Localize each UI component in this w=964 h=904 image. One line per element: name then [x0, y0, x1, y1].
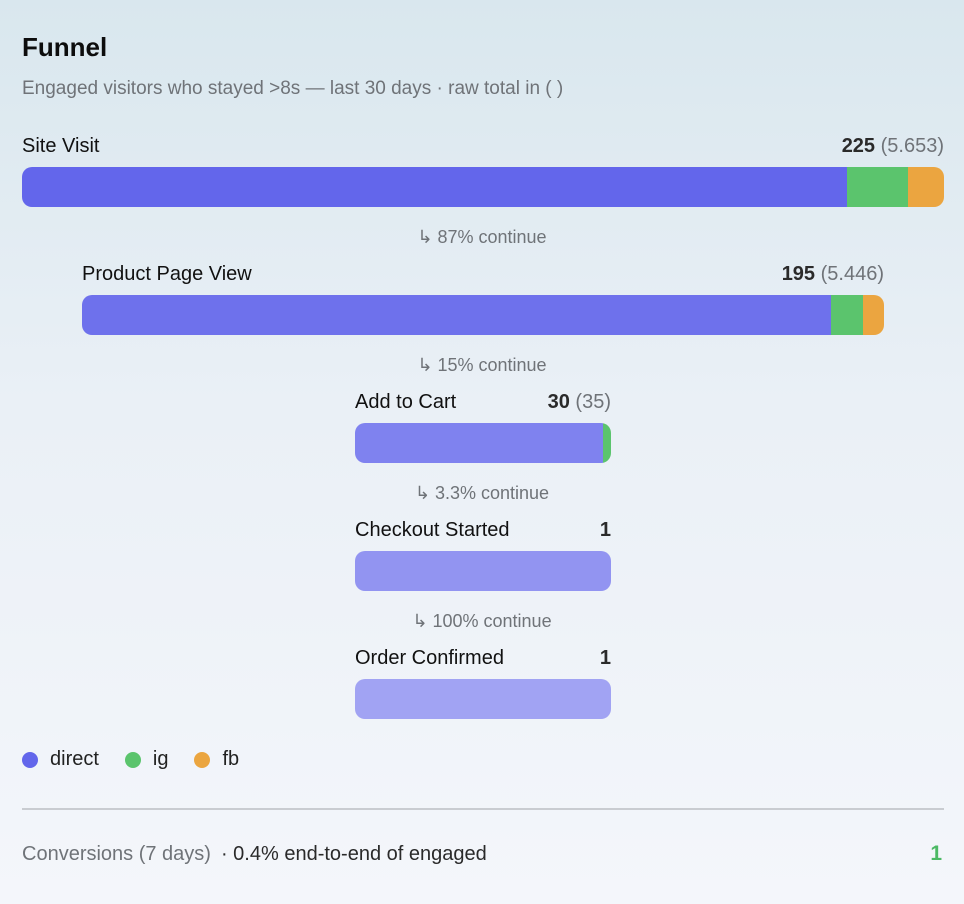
legend-dot-direct: [22, 751, 38, 768]
stage-value-number: 225: [841, 135, 876, 157]
stage-value: 225 (5.653): [842, 135, 944, 158]
stage-value-number: 1: [599, 519, 611, 541]
stage-bar: [355, 551, 611, 591]
bar-segment-fb: [863, 295, 884, 335]
footer-summary: Conversions (7 days) · 0.4% end-to-end of…: [22, 843, 487, 866]
legend-label-direct: direct: [50, 748, 99, 770]
footer-label: Conversions (7 days): [22, 843, 211, 865]
bar-segment-direct: [355, 551, 611, 591]
stage-raw-total: (5.446): [815, 263, 884, 285]
funnel-stage: Add to Cart 30 (35): [355, 391, 611, 463]
stage-label: Product Page View: [82, 263, 252, 285]
stage-value-number: 30: [547, 391, 570, 413]
funnel-stage: Site Visit 225 (5.653): [22, 135, 944, 207]
legend: direct ig fb: [22, 748, 265, 771]
stage-value-number: 195: [781, 263, 816, 285]
bar-segment-fb: [908, 167, 944, 207]
bar-segment-ig: [831, 295, 864, 335]
stage-value: 1: [600, 647, 611, 670]
bar-segment-direct: [355, 679, 611, 719]
bar-segment-direct: [355, 423, 603, 463]
bar-segment-ig: [602, 423, 611, 463]
conversion-rate-label: ↳ 15% continue: [417, 355, 547, 375]
legend-item-ig: ig: [124, 748, 169, 771]
legend-label-ig: ig: [152, 748, 169, 770]
conversion-rate-label: ↳ 100% continue: [412, 611, 552, 631]
chart-subtitle: Engaged visitors who stayed >8s — last 3…: [22, 78, 564, 99]
stage-label: Site Visit: [22, 135, 100, 157]
bar-segment-ig: [847, 167, 909, 207]
legend-item-direct: direct: [22, 748, 99, 771]
footer-detail: · 0.4% end-to-end of engaged: [220, 843, 487, 865]
chart-title: Funnel: [22, 32, 108, 62]
legend-label-fb: fb: [222, 748, 240, 770]
funnel-stage: Product Page View 195 (5.446): [82, 263, 884, 335]
stage-value: 30 (35): [548, 391, 611, 414]
conversion-rate-label: ↳ 3.3% continue: [414, 483, 550, 503]
stage-bar: [355, 679, 611, 719]
stage-bar: [355, 423, 611, 463]
funnel-stage: Order Confirmed 1: [355, 647, 611, 719]
stage-label: Checkout Started: [355, 519, 510, 541]
conversion-rate-label: ↳ 87% continue: [417, 227, 547, 247]
stage-label: Add to Cart: [355, 391, 457, 413]
funnel-stage: Checkout Started 1: [355, 519, 611, 591]
stage-bar: [22, 167, 944, 207]
stage-bar: [82, 295, 884, 335]
stage-raw-total: (5.653): [875, 135, 944, 157]
stage-value: 1: [600, 519, 611, 542]
stage-raw-total: (35): [569, 391, 611, 413]
footer-conversions-value: 1: [930, 842, 942, 865]
stage-value-number: 1: [599, 647, 611, 669]
bar-segment-direct: [82, 295, 832, 335]
legend-item-fb: fb: [194, 748, 239, 771]
stage-label: Order Confirmed: [355, 647, 504, 669]
legend-dot-fb: [194, 751, 211, 768]
stage-value: 195 (5.446): [782, 263, 884, 286]
bar-segment-direct: [22, 167, 848, 207]
legend-dot-ig: [124, 751, 141, 768]
footer-divider: [22, 808, 944, 810]
